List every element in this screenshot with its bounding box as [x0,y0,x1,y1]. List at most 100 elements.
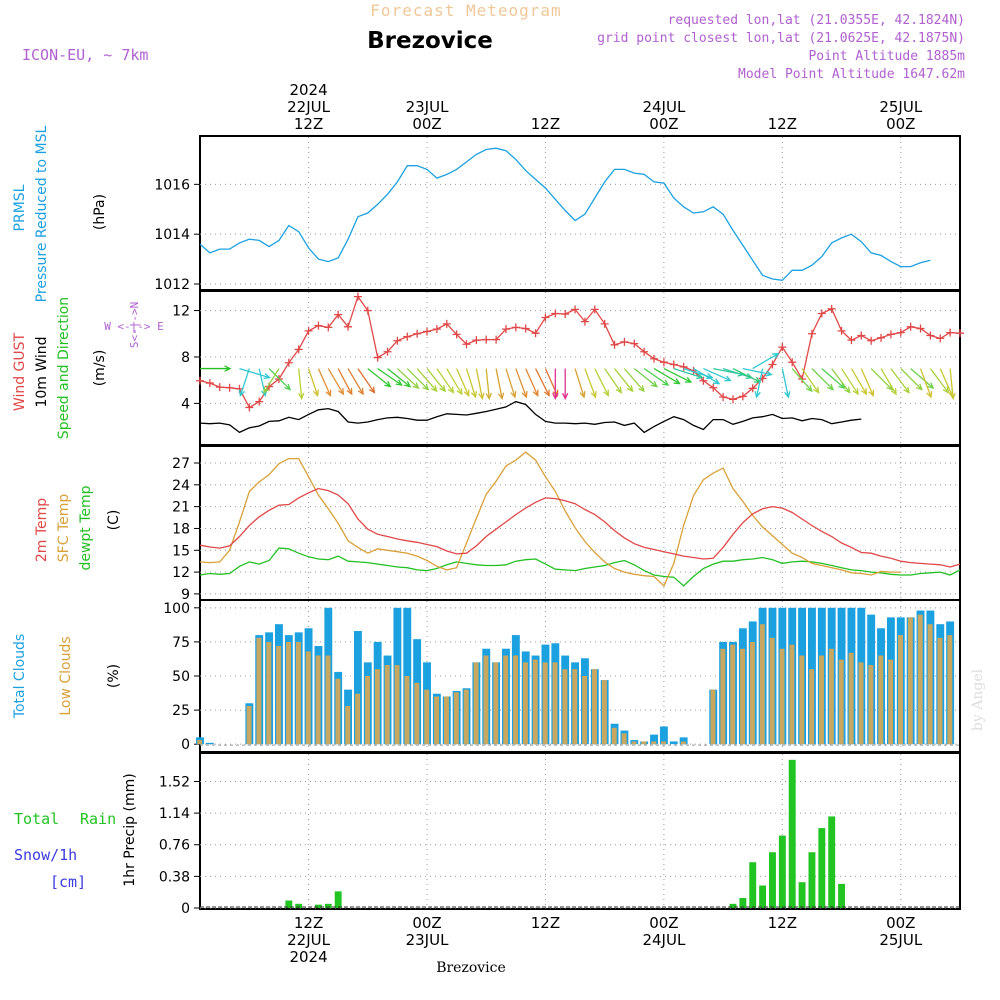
low-cloud-bar [710,689,716,745]
temp-label-dewpt: dewpt Temp [78,485,94,570]
wind-gust-marker [561,310,570,319]
low-cloud-bar [572,669,578,745]
wind-direction-arrowhead [852,388,859,396]
wind-gust-marker [294,345,303,354]
wind-direction-arrow [465,368,477,398]
low-cloud-bar [434,696,440,745]
wind-direction-arrow [633,368,658,388]
wind-direction-arrow [623,368,645,392]
wind-direction-arrow [377,368,403,386]
temp-panel-frame [199,445,961,601]
wind-direction-arrowhead [844,386,851,394]
low-cloud-bar [197,740,203,745]
low-cloud-bar [522,662,528,745]
wind-gust-marker [837,326,846,335]
wind-direction-arrowhead [357,388,364,396]
wind-direction-arrowhead [696,372,704,380]
low-cloud-bar [680,741,686,745]
wind-gust-marker [314,321,323,330]
wind-direction-arrowhead [603,389,609,397]
wind-gust-marker [709,383,718,392]
top-time-label: 24JUL [642,98,685,116]
temp-2m-line [199,487,961,568]
low-cloud-bar [246,706,252,745]
wind-gust-marker [393,336,402,345]
wind-direction-arrow [347,368,364,395]
low-cloud-bar [611,727,617,745]
low-cloud-bar [917,614,923,745]
wind-direction-arrowhead [590,391,597,399]
wind-direction-arrow [831,368,851,393]
low-cloud-bar [601,680,607,745]
wind-gust-marker [768,360,777,369]
top-time-label: 00Z [412,115,441,133]
top-time-label: 22JUL [287,98,330,116]
wind-gust-marker [541,313,550,322]
low-cloud-bar [838,659,844,745]
wind-gust-marker [571,305,580,314]
low-cloud-bar [621,733,627,745]
rain-bar [334,891,342,908]
pressure-panel-frame [199,135,961,291]
wind-gust-marker [511,323,520,332]
wind-direction-arrow [821,368,845,389]
wind-gust-marker [699,376,708,385]
wind-gust-marker [423,327,432,336]
rain-bar [769,852,776,908]
wind-gust-marker [896,328,905,337]
wind-gust-marker [225,383,234,392]
wind-direction-arrow [732,367,761,383]
pressure-panel: PRMSL Pressure Reduced to MSL (hPa) 1012… [12,125,961,302]
wind-gust-marker [946,328,955,337]
wind-direction-arrow [525,368,539,396]
wind-gust-marker [383,347,392,356]
low-cloud-bar [720,648,726,745]
low-cloud-bar [532,659,538,745]
low-cloud-bar [345,706,351,745]
grid-point-coords: grid point closest lon,lat (21.0625E, 42… [597,31,965,46]
wind-direction-arrow [505,368,516,398]
low-cloud-bar [453,692,459,745]
temp-panel: 2m Temp SFC Temp dewpt Temp (C) 9 12 15 18 2… [34,445,961,603]
total-cloud-bar [205,742,214,745]
wind-direction-arrowhead [765,370,773,377]
wind-direction-arrow [387,368,411,388]
wind-direction-arrow [643,368,669,386]
pressure-ytick-label: 1016 [154,177,190,193]
cloud-ytick-label: 75 [172,635,190,651]
wind-direction-arrowhead [673,378,681,385]
wind-direction-arrow [495,368,503,399]
wind-direction-arrow [426,368,446,392]
wind-gust-marker [551,309,560,318]
wind-gust-marker [324,323,333,332]
bottom-time-label: 12Z [768,914,797,932]
wind-gust-marker [857,331,866,340]
cloud-plot: 0 25 50 75 100 [163,601,960,753]
wind-plot: 4 8 12 [172,292,964,444]
wind-gust-marker [877,333,886,342]
wind-direction-arrowhead [238,389,246,397]
wind-gust-marker [807,329,816,338]
wind-label-10m: 10m Wind [34,336,50,407]
bottom-time-label: 12Z [531,914,560,932]
top-time-label: 25JUL [879,98,922,116]
point-altitude: Point Altitude 1885m [808,49,965,64]
low-cloud-bar [759,624,765,745]
rain-bar [778,835,786,908]
wind-gust-marker [432,325,441,334]
pressure-label-prmsl: PRMSL [12,184,28,231]
wind-direction-arrow [594,368,609,396]
wind-ytick-label: 4 [181,396,190,412]
temp-ytick-label: 18 [172,521,190,537]
wind-direction-arrowhead [926,391,933,399]
wind-direction-arrowhead [456,388,463,396]
cloud-ytick-label: 25 [172,703,190,719]
wind-gust-marker [403,332,412,341]
wind-direction-arrowhead [430,385,438,393]
watermark: by Angel [970,668,986,731]
wind-direction-arrow [535,368,550,396]
low-cloud-bar [552,662,558,745]
wind-direction-arrow [298,368,303,399]
